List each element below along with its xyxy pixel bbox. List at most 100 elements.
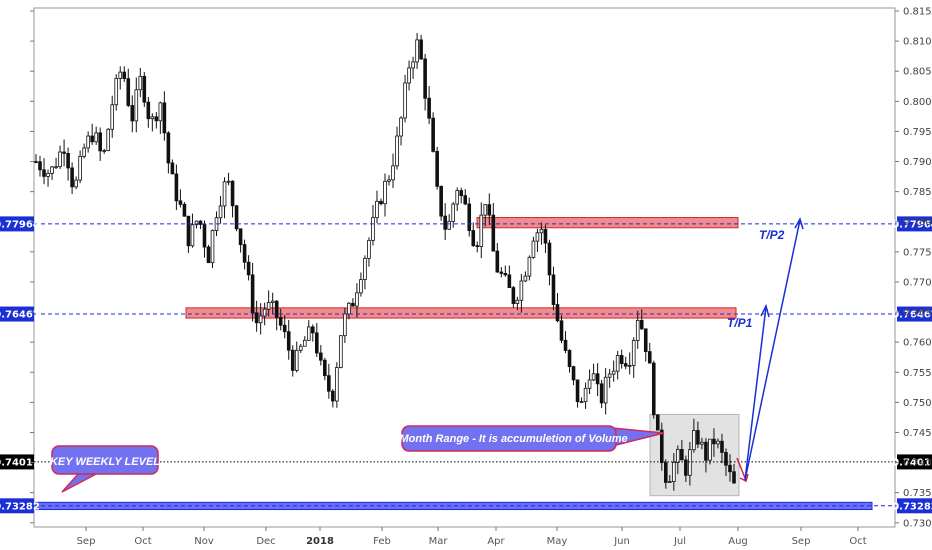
candle-body	[46, 172, 50, 177]
x-tick-label: 2018	[306, 536, 334, 547]
y-tick-label-right: 0.77500	[903, 247, 932, 258]
candle-body	[615, 355, 620, 372]
candle-body	[347, 302, 351, 315]
candle-body	[226, 180, 231, 183]
candle-body	[258, 315, 263, 324]
red-down-arrowhead	[739, 473, 749, 483]
candle-body	[692, 430, 696, 451]
candle-body	[696, 430, 700, 445]
y-tick-label-right: 0.74500	[903, 428, 932, 439]
candle-body	[503, 273, 508, 276]
candle-body	[515, 299, 520, 304]
candle-body	[495, 250, 500, 273]
candle-body	[134, 89, 139, 122]
candle-body	[455, 190, 460, 205]
candle-body	[282, 324, 287, 333]
candle-body	[130, 105, 135, 122]
candle-body	[178, 200, 183, 205]
candle-body	[635, 319, 640, 341]
candle-body	[170, 162, 175, 175]
tp2-arrow	[744, 219, 801, 481]
candle-body	[611, 370, 616, 375]
key-weekly-level-label-right-text: 0.73282	[892, 501, 932, 512]
candle-body	[327, 375, 331, 392]
tp1-arrowhead	[760, 303, 770, 318]
candle-body	[371, 217, 375, 241]
candle-body	[94, 132, 98, 143]
x-tick-label: Dec	[256, 536, 275, 547]
t/p2-level-label-right	[897, 216, 932, 232]
candle-body	[58, 151, 62, 168]
candle-body	[146, 101, 151, 120]
grid	[33, 7, 896, 528]
y-tick-label-right: 0.80000	[903, 97, 932, 108]
candle-body	[82, 147, 86, 157]
candle-body	[539, 228, 544, 234]
candle-body	[435, 151, 439, 187]
candle-body	[527, 256, 532, 277]
candle-body	[563, 339, 568, 351]
candle-body	[447, 220, 451, 230]
candle-body	[202, 224, 207, 248]
candle-body	[535, 232, 540, 242]
candle-body	[579, 401, 584, 404]
candle-body	[467, 203, 472, 231]
y-tick-label-right: 0.77000	[903, 277, 932, 288]
t/p2-level-label-right-text: 0.77964	[892, 219, 932, 230]
y-tick-label-right: 0.76500	[903, 308, 932, 319]
candle-body	[595, 373, 600, 385]
candle-body	[491, 214, 496, 252]
candle-body	[254, 312, 259, 324]
candle-body	[728, 464, 732, 473]
candle-body	[319, 352, 323, 361]
candle-body	[86, 135, 90, 149]
candle-body	[643, 328, 648, 352]
key-weekly-callout[interactable]	[51, 445, 159, 475]
y-tick-label-right: 0.80500	[903, 67, 932, 78]
candle-body	[700, 441, 704, 445]
x-axis: Sep Oct Nov Dec 2018 Feb Mar Apr May Jun Jul Aug Sep…	[77, 527, 867, 547]
candle-body	[355, 292, 359, 307]
candle-body	[379, 200, 383, 205]
candle-body	[90, 135, 94, 143]
candle-body	[688, 449, 692, 476]
key-weekly-level-label-left	[0, 498, 34, 514]
x-tick-label: Sep	[77, 536, 96, 547]
candle-body	[242, 244, 247, 263]
candle-body	[142, 75, 147, 103]
candle-body	[619, 355, 624, 364]
candle-body	[367, 239, 371, 259]
candle-body	[639, 319, 644, 330]
tp2-arrowhead	[794, 217, 804, 230]
candle-body	[507, 274, 512, 288]
candle-body	[427, 97, 431, 119]
range-callout[interactable]	[401, 425, 617, 452]
candle-body	[587, 379, 592, 389]
candle-body	[407, 67, 411, 84]
candle-body	[315, 332, 319, 354]
t/p1-level-label-left	[0, 306, 34, 322]
candle-body	[567, 350, 572, 368]
key-weekly-level-label-left-text: 0.73282	[0, 501, 40, 512]
candle-body	[551, 274, 556, 305]
candle-body	[475, 245, 480, 248]
candle-body	[359, 279, 363, 294]
candle-body	[286, 331, 291, 351]
candle-body	[351, 302, 355, 307]
t/p1-level-label-left-text: 0.76467	[0, 310, 40, 321]
candle-body	[118, 71, 123, 79]
candle-body	[555, 304, 560, 322]
candle-body	[34, 161, 38, 163]
x-tick-label: May	[547, 536, 568, 547]
candle-body	[708, 438, 712, 461]
candle-body	[591, 373, 596, 381]
y-tick-label-right: 0.78000	[903, 217, 932, 228]
candle-body	[411, 61, 415, 69]
candle-body	[110, 104, 115, 130]
y-tick-label-right: 0.75500	[903, 368, 932, 379]
candle-body	[54, 166, 58, 169]
current-price-label-left	[0, 454, 34, 470]
candle-body	[451, 203, 455, 222]
candle-body	[419, 39, 423, 60]
